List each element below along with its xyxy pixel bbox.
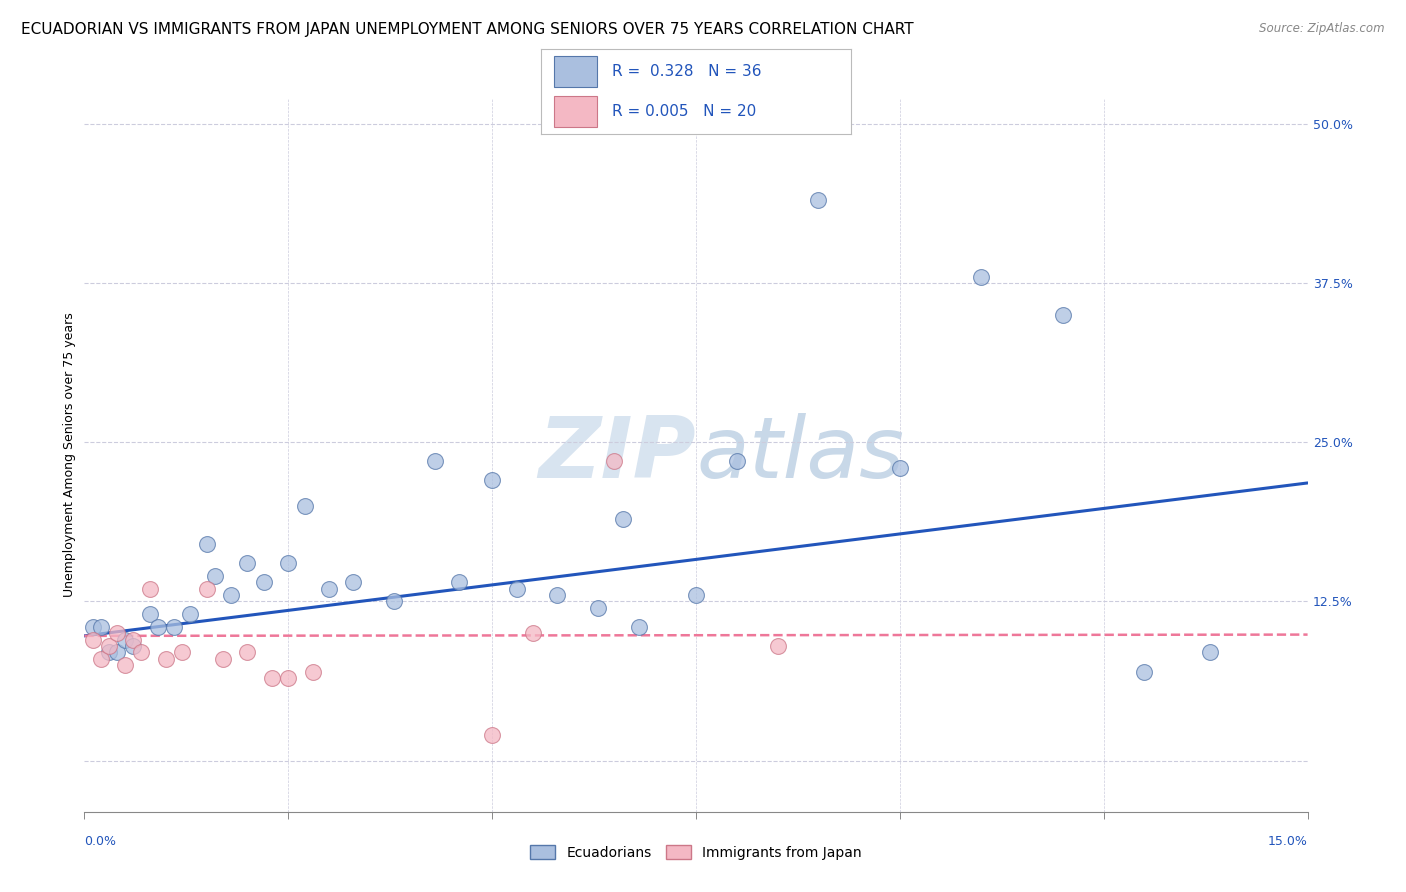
Point	[212, 652, 235, 666]
Point	[481, 474, 503, 488]
Point	[122, 639, 145, 653]
Point	[603, 454, 626, 468]
Point	[342, 575, 364, 590]
Point	[90, 652, 112, 666]
Point	[179, 607, 201, 622]
Point	[318, 582, 340, 596]
Point	[146, 620, 169, 634]
Point	[766, 639, 789, 653]
Point	[236, 556, 259, 570]
Point	[90, 620, 112, 634]
Point	[481, 728, 503, 742]
Point	[1052, 308, 1074, 322]
Y-axis label: Unemployment Among Seniors over 75 years: Unemployment Among Seniors over 75 years	[63, 312, 76, 598]
Point	[1198, 645, 1220, 659]
Point	[807, 193, 830, 207]
Point	[172, 645, 194, 659]
Point	[219, 588, 242, 602]
Point	[725, 454, 748, 468]
Point	[277, 671, 299, 685]
Point	[970, 269, 993, 284]
Point	[131, 645, 153, 659]
Point	[138, 582, 160, 596]
Point	[522, 626, 544, 640]
Point	[586, 600, 609, 615]
Legend: Ecuadorians, Immigrants from Japan: Ecuadorians, Immigrants from Japan	[524, 840, 868, 865]
Point	[105, 626, 128, 640]
Point	[546, 588, 568, 602]
Point	[253, 575, 276, 590]
Point	[114, 632, 136, 647]
Text: 15.0%: 15.0%	[1268, 835, 1308, 847]
FancyBboxPatch shape	[554, 95, 598, 127]
Text: 0.0%: 0.0%	[84, 835, 117, 847]
Point	[423, 454, 446, 468]
Point	[236, 645, 259, 659]
Point	[97, 639, 120, 653]
Point	[1133, 665, 1156, 679]
Point	[294, 499, 316, 513]
Text: R =  0.328   N = 36: R = 0.328 N = 36	[613, 64, 762, 79]
Point	[382, 594, 405, 608]
Point	[204, 569, 226, 583]
Point	[612, 511, 634, 525]
Point	[122, 632, 145, 647]
Point	[301, 665, 323, 679]
Point	[277, 556, 299, 570]
Text: R = 0.005   N = 20: R = 0.005 N = 20	[613, 103, 756, 119]
Point	[105, 645, 128, 659]
Text: ECUADORIAN VS IMMIGRANTS FROM JAPAN UNEMPLOYMENT AMONG SENIORS OVER 75 YEARS COR: ECUADORIAN VS IMMIGRANTS FROM JAPAN UNEM…	[21, 22, 914, 37]
Point	[505, 582, 527, 596]
Text: Source: ZipAtlas.com: Source: ZipAtlas.com	[1260, 22, 1385, 36]
Point	[97, 645, 120, 659]
Point	[138, 607, 160, 622]
Point	[627, 620, 650, 634]
Text: atlas: atlas	[696, 413, 904, 497]
Point	[155, 652, 177, 666]
Point	[685, 588, 707, 602]
Text: ZIP: ZIP	[538, 413, 696, 497]
FancyBboxPatch shape	[554, 56, 598, 87]
Point	[82, 620, 104, 634]
Point	[889, 460, 911, 475]
Point	[260, 671, 283, 685]
Point	[82, 632, 104, 647]
Point	[195, 537, 218, 551]
Point	[195, 582, 218, 596]
Point	[163, 620, 186, 634]
Point	[114, 658, 136, 673]
Point	[449, 575, 471, 590]
